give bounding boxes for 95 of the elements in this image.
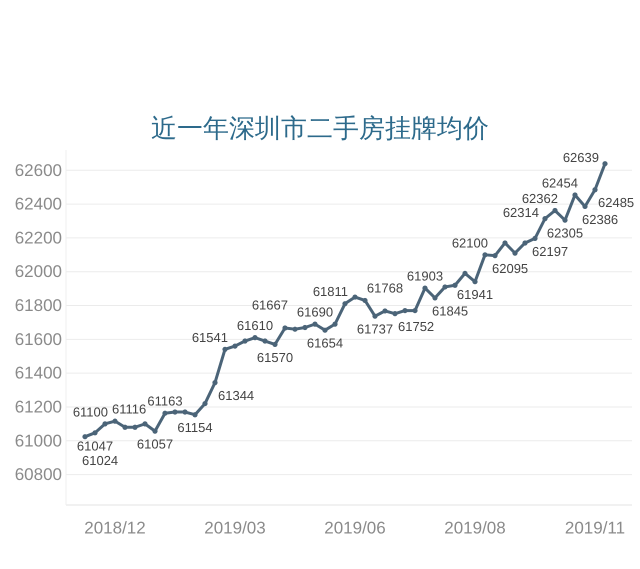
data-label: 61163	[147, 394, 183, 409]
point	[502, 240, 508, 246]
x-tick-label: 2019/03	[204, 518, 266, 538]
point	[382, 308, 388, 314]
data-label: 61811	[312, 284, 348, 300]
point	[482, 252, 488, 258]
data-label: 62386	[582, 212, 618, 227]
point	[302, 324, 308, 330]
y-tick-label: 62600	[14, 160, 62, 180]
point	[112, 418, 118, 424]
point	[282, 325, 288, 331]
y-tick-label: 62200	[14, 228, 62, 248]
data-label: 61570	[256, 350, 294, 365]
data-label: 61768	[366, 280, 404, 296]
point	[522, 240, 528, 246]
point	[162, 410, 168, 416]
point	[102, 421, 108, 426]
data-label: 61344	[218, 388, 254, 404]
point	[542, 216, 548, 222]
data-label: 61667	[252, 298, 288, 313]
data-label: 61654	[306, 336, 344, 351]
point	[292, 326, 298, 332]
y-tick-label: 61400	[14, 364, 62, 383]
data-label: 62485	[598, 195, 634, 210]
chart-title: 近一年深圳市二手房挂牌均价	[151, 113, 489, 143]
point	[332, 322, 338, 327]
data-label: 61047	[76, 438, 114, 454]
point	[92, 430, 98, 436]
point	[242, 338, 248, 344]
point	[462, 270, 468, 276]
point	[192, 412, 198, 418]
data-label: 61737	[356, 322, 394, 337]
data-label: 62197	[532, 244, 568, 259]
data-label: 62314	[502, 205, 539, 220]
y-tick-label: 61800	[14, 296, 62, 316]
point	[552, 208, 558, 214]
point	[352, 294, 358, 300]
point	[152, 428, 158, 434]
point	[452, 282, 458, 288]
point	[322, 328, 328, 333]
point	[142, 421, 148, 426]
data-label: 61057	[136, 436, 174, 452]
x-tick-label: 2019/06	[324, 518, 386, 538]
y-tick-label: 61000	[14, 431, 62, 450]
point	[232, 343, 238, 349]
data-label: 62362	[522, 191, 558, 206]
point	[442, 284, 448, 290]
point	[342, 301, 348, 306]
data-label: 62095	[492, 261, 528, 276]
y-tick-label: 61200	[14, 397, 62, 416]
y-tick-label: 62000	[14, 262, 62, 282]
data-label: 62305	[546, 226, 584, 241]
y-tick-label: 60800	[14, 465, 62, 484]
point	[412, 308, 418, 314]
point	[262, 338, 268, 344]
point	[202, 400, 208, 406]
point	[402, 308, 408, 314]
point	[132, 424, 138, 430]
point	[362, 298, 368, 304]
point	[82, 434, 88, 440]
data-label: 61024	[82, 453, 118, 468]
data-label: 61154	[177, 420, 213, 436]
data-label: 61100	[72, 404, 108, 420]
point	[252, 335, 258, 340]
point	[592, 187, 598, 192]
point	[312, 322, 318, 327]
point	[602, 161, 608, 166]
point	[432, 295, 438, 301]
data-label: 61845	[432, 303, 468, 318]
point	[492, 253, 498, 258]
data-label: 62100	[452, 235, 488, 250]
point	[122, 424, 128, 430]
point	[212, 380, 218, 386]
point	[582, 204, 588, 210]
x-tick-label: 2018/12	[84, 518, 146, 538]
data-label: 61690	[296, 304, 334, 320]
x-tick-label: 2019/11	[564, 518, 626, 538]
y-tick-label: 61600	[14, 330, 62, 349]
point	[372, 314, 378, 319]
point	[222, 346, 228, 352]
data-label: 61541	[192, 330, 228, 345]
data-label: 61903	[406, 268, 444, 284]
point	[532, 236, 538, 242]
y-tick-label: 62400	[14, 194, 62, 214]
data-label: 61610	[236, 318, 274, 334]
point	[272, 342, 278, 348]
data-label: 62639	[562, 150, 599, 166]
point	[422, 286, 428, 291]
data-label: 61941	[456, 287, 494, 302]
point	[512, 250, 518, 256]
data-label: 61752	[398, 319, 434, 334]
x-tick-label: 2019/08	[444, 518, 506, 538]
data-label: 61116	[112, 402, 146, 417]
data-label: 62454	[542, 175, 578, 190]
point	[392, 311, 398, 316]
